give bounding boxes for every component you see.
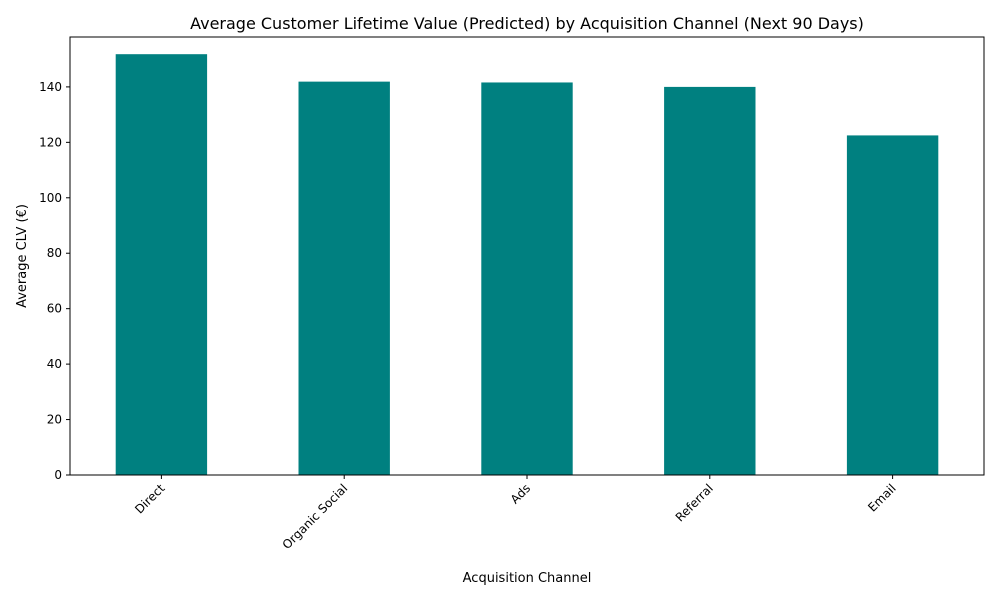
plot-frame <box>69 36 985 476</box>
bar-organic-social <box>298 81 390 475</box>
y-tick-label: 20 <box>47 413 62 427</box>
y-tick-label: 0 <box>54 468 62 482</box>
bars-group <box>115 54 939 476</box>
y-tick-label: 80 <box>47 246 62 260</box>
bar-ads <box>481 82 573 475</box>
y-axis-label: Average CLV (€) <box>15 204 30 308</box>
x-tick-label: Email <box>865 481 898 514</box>
x-axis-label: Acquisition Channel <box>463 571 592 586</box>
x-tick-label: Direct <box>132 481 168 517</box>
y-tick-label: 60 <box>47 302 62 316</box>
y-tick-label: 40 <box>47 357 62 371</box>
x-axis-ticks: Direct Organic Social Ads Referral Email <box>132 475 899 552</box>
x-tick-label: Referral <box>673 481 716 524</box>
x-tick-label: Ads <box>508 481 533 506</box>
x-tick-label: Organic Social <box>280 481 351 552</box>
bar-direct <box>115 54 208 475</box>
y-tick-label: 140 <box>39 80 62 94</box>
chart-title: Average Customer Lifetime Value (Predict… <box>190 14 864 33</box>
y-tick-label: 100 <box>39 191 62 205</box>
y-tick-label: 120 <box>39 135 62 149</box>
bar-email <box>846 135 939 476</box>
y-axis-ticks: 0 20 40 60 80 100 120 140 <box>39 80 70 482</box>
bar-referral <box>664 86 756 475</box>
